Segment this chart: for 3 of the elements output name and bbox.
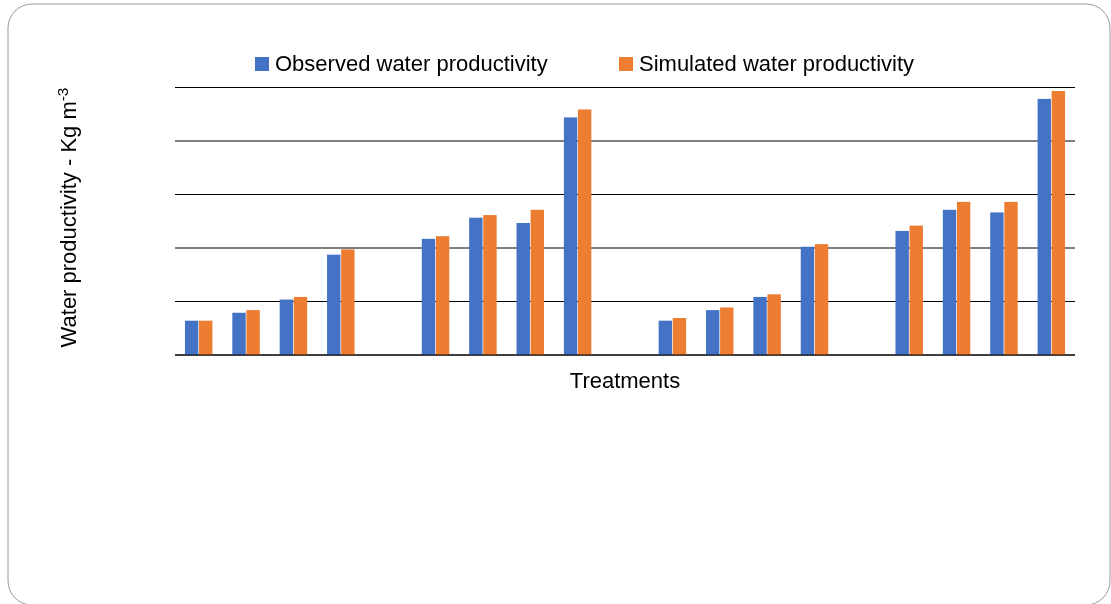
legend-label: Observed water productivity xyxy=(275,51,548,76)
legend-label: Simulated water productivity xyxy=(639,51,915,76)
x-axis-title: Treatments xyxy=(569,368,681,393)
